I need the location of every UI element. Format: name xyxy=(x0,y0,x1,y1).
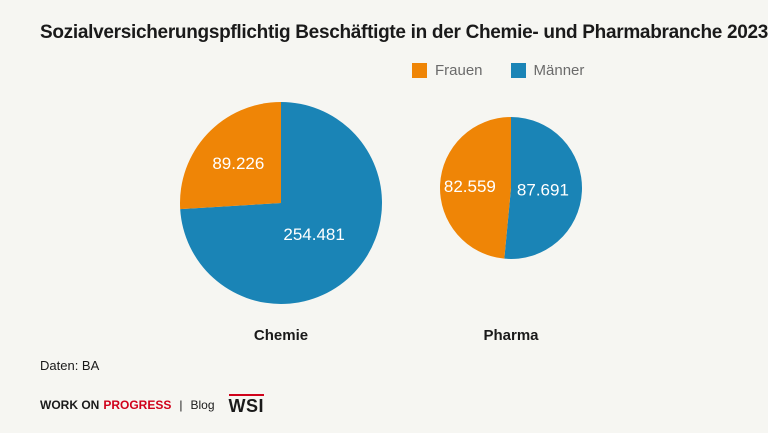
legend-item-frauen: Frauen xyxy=(412,62,483,79)
pie-slice-pharma-frauen xyxy=(439,117,511,259)
footer-blog: Blog xyxy=(190,397,215,412)
pie-label-pharma: Pharma xyxy=(483,327,539,344)
pie-slice-chemie-frauen xyxy=(180,102,281,210)
pie-slice-chemie-maenner xyxy=(180,102,382,304)
pie-value-pharma-frauen: 82.559 xyxy=(444,177,496,196)
chart-title: Sozialversicherungspflichtig Beschäftigt… xyxy=(40,22,768,43)
pie-value-chemie-maenner: 254.481 xyxy=(283,225,344,244)
footer-separator: | xyxy=(179,397,183,412)
legend: Frauen Männer xyxy=(412,62,612,79)
legend-swatch-frauen xyxy=(412,63,427,78)
pie-value-pharma-maenner: 87.691 xyxy=(517,181,569,200)
brand-progress: PROGRESS xyxy=(103,397,172,412)
pie-label-chemie: Chemie xyxy=(254,327,308,344)
legend-label-frauen: Frauen xyxy=(435,62,483,79)
legend-swatch-maenner xyxy=(510,63,526,78)
wsi-logo: WSI xyxy=(228,394,264,416)
pie-slice-pharma-maenner xyxy=(504,117,582,259)
pie-value-chemie-frauen: 89.226 xyxy=(212,154,264,173)
footer: WORK ON PROGRESS | Blog WSI xyxy=(40,394,264,415)
data-source: Daten: BA xyxy=(40,358,100,373)
legend-label-maenner: Männer xyxy=(533,62,585,79)
brand-work-on: WORK ON xyxy=(40,397,100,412)
legend-item-maenner: Männer xyxy=(510,62,585,79)
